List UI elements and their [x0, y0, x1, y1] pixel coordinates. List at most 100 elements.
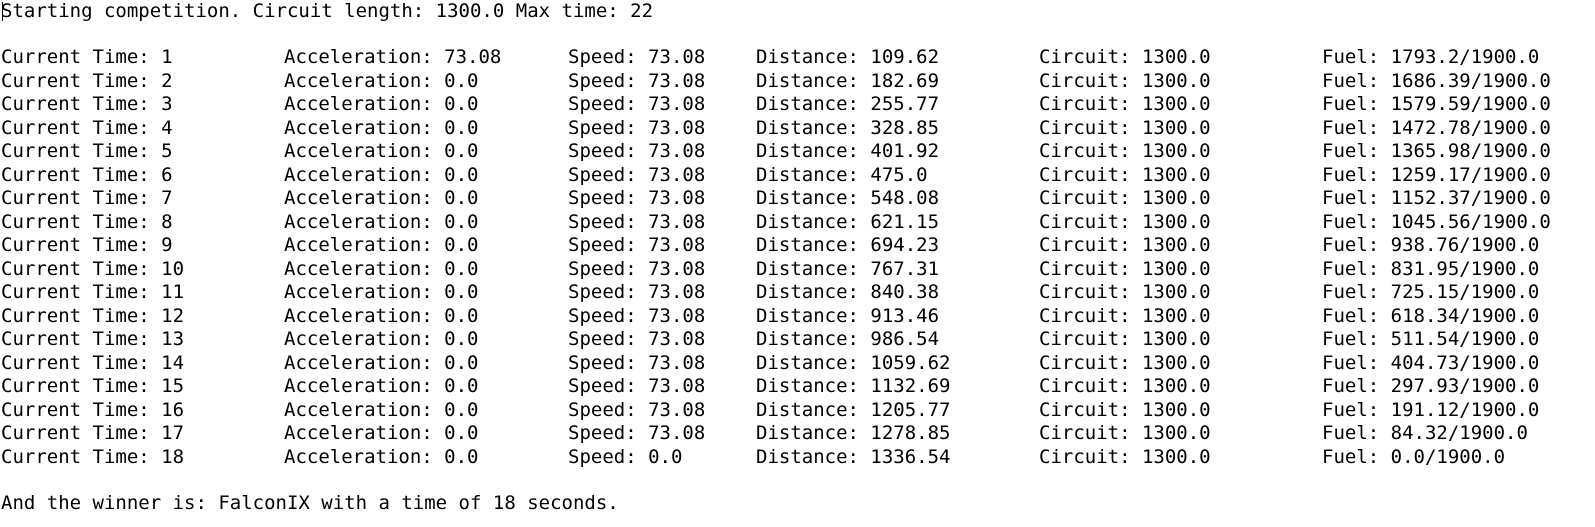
time-cell: Current Time: 3	[1, 93, 173, 115]
time-cell: Current Time: 16	[1, 398, 185, 421]
distance-cell: Distance: 328.85	[756, 116, 940, 139]
speed-cell: Speed: 73.08	[568, 257, 706, 280]
log-row: Current Time: 4 Acceleration: 0.0 Speed: 7…	[1, 117, 1595, 141]
time-cell: Current Time: 6	[1, 163, 173, 186]
log-row: Current Time: 13 Acceleration: 0.0 Speed: …	[1, 328, 1595, 352]
log-row: Current Time: 5 Acceleration: 0.0 Speed: 7…	[1, 140, 1595, 164]
circuit-cell: Circuit: 1300.0	[1039, 445, 1211, 468]
log-row: Current Time: 16 Acceleration: 0.0 Speed: …	[1, 399, 1595, 423]
acceleration-cell: Acceleration: 0.0	[284, 234, 479, 256]
circuit-cell: Circuit: 1300.0	[1039, 304, 1211, 327]
speed-cell: Speed: 73.08	[568, 93, 706, 115]
circuit-cell: Circuit: 1300.0	[1039, 281, 1211, 303]
circuit-cell: Circuit: 1300.0	[1039, 375, 1211, 397]
fuel-cell: Fuel: 191.12/1900.0	[1322, 398, 1540, 421]
distance-cell: Distance: 1336.54	[756, 445, 951, 468]
distance-cell: Distance: 1059.62	[756, 351, 951, 374]
time-cell: Current Time: 7	[1, 187, 173, 209]
circuit-cell: Circuit: 1300.0	[1039, 187, 1211, 209]
fuel-cell: Fuel: 1152.37/1900.0	[1322, 187, 1551, 209]
log-row: Current Time: 18 Acceleration: 0.0 Speed: …	[1, 446, 1595, 470]
acceleration-cell: Acceleration: 0.0	[284, 210, 479, 233]
acceleration-cell: Acceleration: 0.0	[284, 398, 479, 421]
speed-cell: Speed: 73.08	[568, 234, 706, 256]
distance-cell: Distance: 475.0	[756, 163, 928, 186]
time-cell: Current Time: 13	[1, 328, 185, 350]
circuit-cell: Circuit: 1300.0	[1039, 351, 1211, 374]
distance-cell: Distance: 401.92	[756, 140, 940, 162]
fuel-cell: Fuel: 1259.17/1900.0	[1322, 163, 1551, 186]
fuel-cell: Fuel: 1686.39/1900.0	[1322, 69, 1551, 92]
log-row: Current Time: 10 Acceleration: 0.0 Speed: …	[1, 258, 1595, 282]
fuel-cell: Fuel: 404.73/1900.0	[1322, 351, 1540, 374]
time-cell: Current Time: 17	[1, 422, 185, 444]
distance-cell: Distance: 694.23	[756, 234, 940, 256]
circuit-cell: Circuit: 1300.0	[1039, 116, 1211, 139]
distance-cell: Distance: 255.77	[756, 93, 940, 115]
circuit-cell: Circuit: 1300.0	[1039, 46, 1211, 68]
speed-cell: Speed: 73.08	[568, 375, 706, 397]
acceleration-cell: Acceleration: 0.0	[284, 163, 479, 186]
acceleration-cell: Acceleration: 0.0	[284, 69, 479, 92]
speed-cell: Speed: 73.08	[568, 187, 706, 209]
winner-line: And the winner is: FalconIX with a time …	[1, 492, 619, 514]
fuel-cell: Fuel: 1472.78/1900.0	[1322, 116, 1551, 139]
distance-cell: Distance: 182.69	[756, 69, 940, 92]
log-row: Current Time: 12 Acceleration: 0.0 Speed: …	[1, 305, 1595, 329]
log-row: Current Time: 7 Acceleration: 0.0 Speed: 7…	[1, 187, 1595, 211]
time-cell: Current Time: 14	[1, 351, 185, 374]
distance-cell: Distance: 1132.69	[756, 375, 951, 397]
fuel-cell: Fuel: 511.54/1900.0	[1322, 328, 1540, 350]
acceleration-cell: Acceleration: 0.0	[284, 422, 479, 444]
header-line: Starting competition. Circuit length: 13…	[1, 0, 654, 22]
speed-cell: Speed: 73.08	[568, 116, 706, 139]
circuit-cell: Circuit: 1300.0	[1039, 93, 1211, 115]
distance-cell: Distance: 986.54	[756, 328, 940, 350]
distance-cell: Distance: 840.38	[756, 281, 940, 303]
speed-cell: Speed: 73.08	[568, 281, 706, 303]
time-cell: Current Time: 12	[1, 304, 185, 327]
log-row: Current Time: 8 Acceleration: 0.0 Speed: 7…	[1, 211, 1595, 235]
time-cell: Current Time: 11	[1, 281, 185, 303]
acceleration-cell: Acceleration: 0.0	[284, 140, 479, 162]
distance-cell: Distance: 767.31	[756, 257, 940, 280]
fuel-cell: Fuel: 938.76/1900.0	[1322, 234, 1540, 256]
circuit-cell: Circuit: 1300.0	[1039, 69, 1211, 92]
fuel-cell: Fuel: 618.34/1900.0	[1322, 304, 1540, 327]
speed-cell: Speed: 73.08	[568, 328, 706, 350]
distance-cell: Distance: 109.62	[756, 46, 940, 68]
log-row: Current Time: 11 Acceleration: 0.0 Speed: …	[1, 281, 1595, 305]
time-cell: Current Time: 10	[1, 257, 185, 280]
circuit-cell: Circuit: 1300.0	[1039, 257, 1211, 280]
fuel-cell: Fuel: 831.95/1900.0	[1322, 257, 1540, 280]
speed-cell: Speed: 73.08	[568, 69, 706, 92]
circuit-cell: Circuit: 1300.0	[1039, 328, 1211, 350]
log-row: Current Time: 14 Acceleration: 0.0 Speed: …	[1, 352, 1595, 376]
speed-cell: Speed: 73.08	[568, 163, 706, 186]
speed-cell: Speed: 73.08	[568, 46, 706, 68]
fuel-cell: Fuel: 0.0/1900.0	[1322, 445, 1506, 468]
log-row: Current Time: 2 Acceleration: 0.0 Speed: 7…	[1, 70, 1595, 94]
fuel-cell: Fuel: 1579.59/1900.0	[1322, 93, 1551, 115]
speed-cell: Speed: 0.0	[568, 445, 683, 468]
acceleration-cell: Acceleration: 0.0	[284, 281, 479, 303]
log-row: Current Time: 3 Acceleration: 0.0 Speed: 7…	[1, 93, 1595, 117]
acceleration-cell: Acceleration: 0.0	[284, 187, 479, 209]
fuel-cell: Fuel: 1365.98/1900.0	[1322, 140, 1551, 162]
time-cell: Current Time: 15	[1, 375, 185, 397]
time-cell: Current Time: 9	[1, 234, 173, 256]
acceleration-cell: Acceleration: 0.0	[284, 257, 479, 280]
speed-cell: Speed: 73.08	[568, 398, 706, 421]
distance-cell: Distance: 1205.77	[756, 398, 951, 421]
acceleration-cell: Acceleration: 0.0	[284, 93, 479, 115]
speed-cell: Speed: 73.08	[568, 140, 706, 162]
fuel-cell: Fuel: 1793.2/1900.0	[1322, 46, 1540, 68]
acceleration-cell: Acceleration: 73.08	[284, 46, 502, 68]
acceleration-cell: Acceleration: 0.0	[284, 116, 479, 139]
circuit-cell: Circuit: 1300.0	[1039, 398, 1211, 421]
acceleration-cell: Acceleration: 0.0	[284, 304, 479, 327]
log-row: Current Time: 1 Acceleration: 73.08 Speed:…	[1, 46, 1595, 70]
circuit-cell: Circuit: 1300.0	[1039, 210, 1211, 233]
fuel-cell: Fuel: 84.32/1900.0	[1322, 422, 1528, 444]
